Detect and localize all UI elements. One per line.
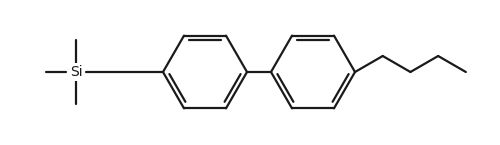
Text: Si: Si	[70, 65, 82, 79]
